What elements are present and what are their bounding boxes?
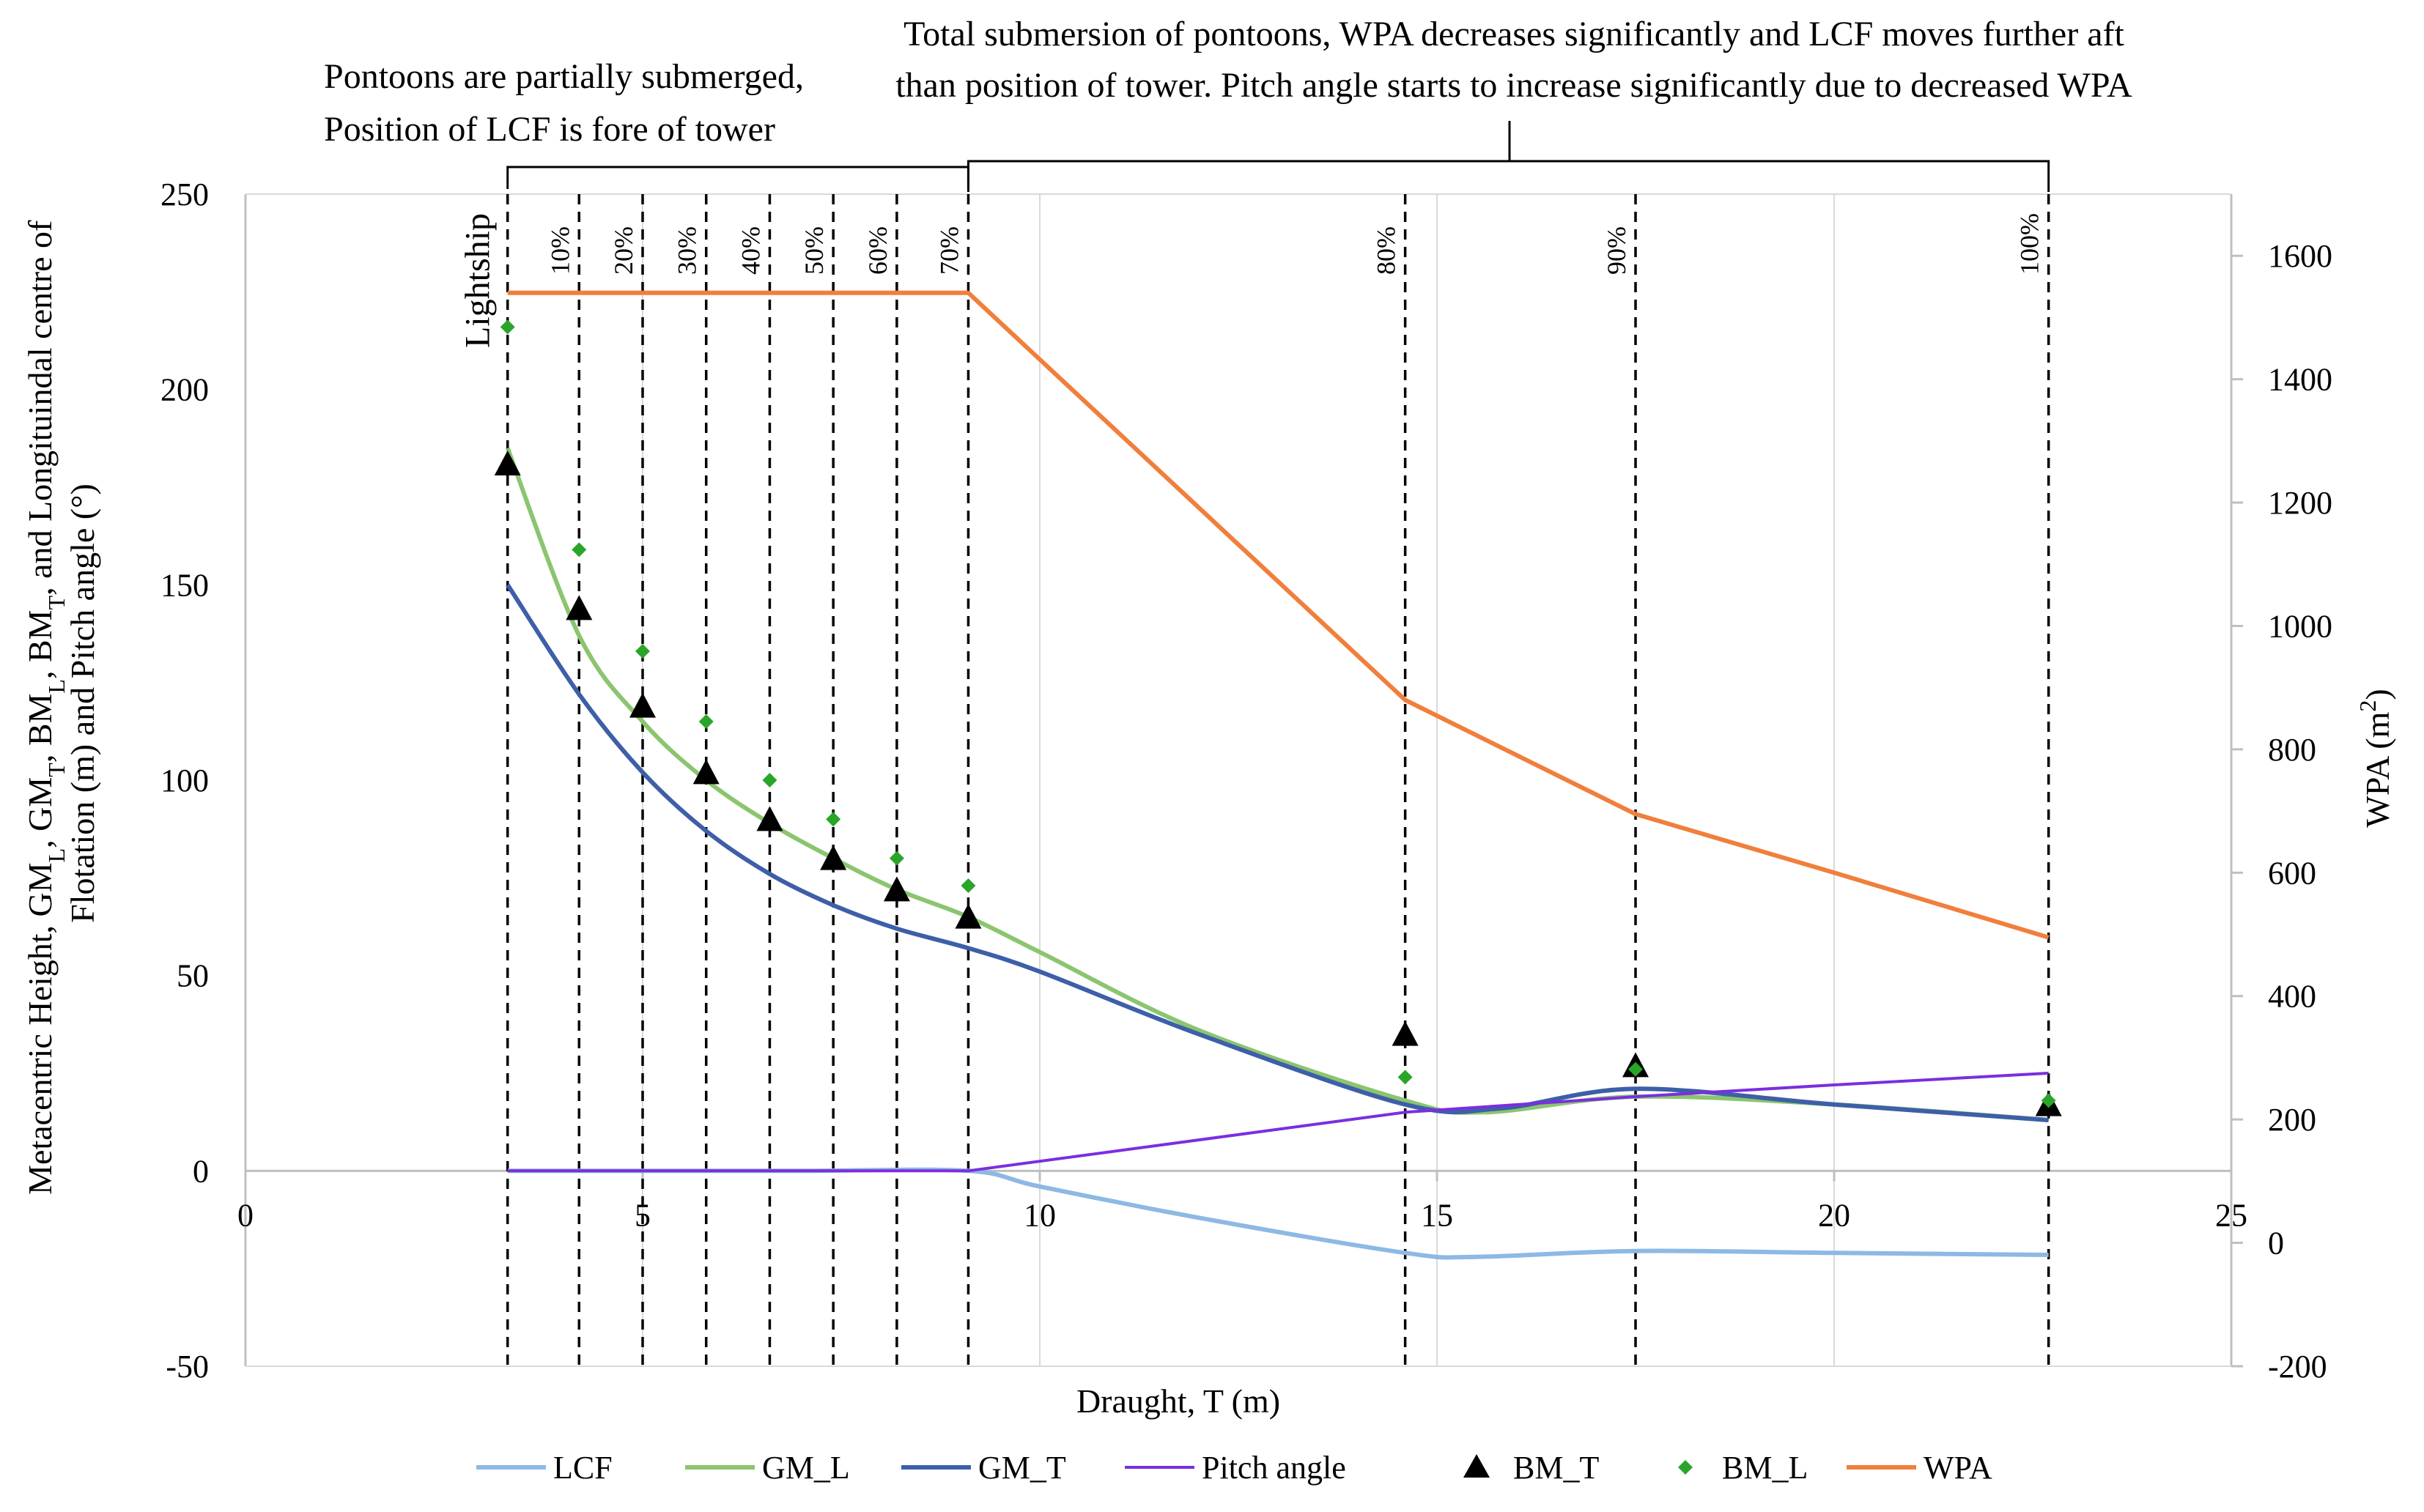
marker-label-90: 90% [1602,226,1631,275]
y-tick-label: -50 [166,1349,209,1385]
point-bm-l-7 [961,878,976,893]
series-gm-l [505,447,2049,1122]
legend-label-bm-l: BM_L [1722,1450,1808,1486]
y-title-line1: Metacentric Height, GML, GMT, BML, BMT, … [21,220,70,1195]
point-bm-t-3 [692,759,720,785]
annotation-partial-line1: Pontoons are partially submerged, [324,57,804,96]
point-bm-l-3 [698,714,714,729]
legend-label-pitch-angle: Pitch angle [1202,1450,1346,1486]
point-bm-l-6 [889,850,904,866]
y-tick-label: 150 [160,567,209,603]
y2-tick-label: 600 [2268,855,2316,891]
marker-label-10: 10% [545,226,574,275]
point-bm-t-2 [629,692,656,718]
series-gm-t [506,583,2049,1122]
point-bm-l-2 [635,644,650,659]
marker-label-50: 50% [799,226,829,275]
marker-label-60: 60% [863,226,893,275]
y-tick-label: 0 [193,1153,209,1189]
y2-tick-label: 400 [2268,979,2316,1015]
series-wpa [507,290,2050,940]
point-bm-t-1 [566,595,593,620]
y2-tick-label: 1000 [2268,608,2332,644]
legend-swatch-bm-l [1678,1460,1693,1475]
legend-item-gm-l: GM_L [685,1450,850,1486]
point-bm-t-8 [1392,1020,1419,1046]
y2-tick-label: 0 [2268,1226,2284,1261]
axes: -50050100150200250-200020040060080010001… [160,177,2332,1385]
point-bm-t-7 [955,903,982,929]
bracket-partial [506,166,969,189]
y2-tick-label: 200 [2268,1102,2316,1138]
legend-item-bm-t: BM_T [1463,1450,1599,1486]
legend-label-lcf: LCF [553,1450,613,1486]
draught-markers: Lightship 10% 20% 30% 40% 50% 60% 70% 80% 90% 100% [459,194,2050,1366]
annotation-partial-line2: Position of LCF is fore of tower [324,110,775,149]
legend-label-bm-t: BM_T [1513,1450,1599,1486]
marker-label-70: 70% [934,226,964,275]
point-bm-l-1 [572,542,587,557]
y2-tick-label: 800 [2268,732,2316,768]
legend-item-bm-l: BM_L [1678,1450,1808,1486]
marker-label-30: 30% [673,226,702,275]
point-bm-t-0 [494,451,521,475]
point-bm-l-5 [826,812,841,827]
point-bm-t-4 [756,806,783,831]
annotation-total-line1: Total submersion of pontoons, WPA decrea… [904,15,2124,53]
y-tick-label: 50 [177,958,209,994]
series-pitch-angle [507,1072,2049,1173]
legend: LCF GM_L GM_T Pitch angle BM_T BM_L WPA [476,1450,1992,1486]
y-tick-label: 100 [160,763,209,798]
x-tick-label: 0 [237,1197,254,1233]
y-tick-label: 250 [160,177,209,212]
data-series [494,290,2062,1260]
legend-item-pitch-angle: Pitch angle [1125,1450,1346,1486]
marker-label-lightship: Lightship [459,213,498,348]
point-bm-l-0 [500,319,515,335]
legend-item-gm-t: GM_T [901,1450,1066,1486]
legend-swatch-bm-t [1463,1454,1490,1478]
y2-tick-label: 1600 [2268,238,2332,274]
x-tick-label: 25 [2215,1197,2247,1233]
point-bm-t-5 [820,845,847,870]
marker-label-20: 20% [609,226,638,275]
y2-tick-label: 1400 [2268,362,2332,398]
x-tick-label: 20 [1818,1197,1850,1233]
legend-item-lcf: LCF [476,1450,613,1486]
y2-axis-title: WPA (m2) [2354,689,2396,827]
marker-label-100: 100% [2015,213,2044,275]
point-bm-l-9 [1628,1061,1643,1077]
gridlines [642,194,2232,1366]
point-bm-l-4 [762,773,777,788]
annotations: Pontoons are partially submerged, Positio… [324,15,2132,192]
annotation-total-line2: than position of tower. Pitch angle star… [895,66,2132,105]
legend-label-gm-l: GM_L [762,1450,850,1486]
x-tick-label: 15 [1421,1197,1453,1233]
point-bm-l-10 [2041,1093,2056,1108]
y-tick-label: 200 [160,372,209,408]
y2-tick-label: 1200 [2268,485,2332,521]
legend-label-gm-t: GM_T [978,1450,1066,1486]
x-tick-label: 10 [1024,1197,1056,1233]
marker-label-80: 80% [1372,226,1401,275]
marker-label-40: 40% [736,226,765,275]
y2-tick-label: -200 [2268,1349,2327,1385]
legend-label-wpa: WPA [1924,1450,1992,1486]
point-bm-l-8 [1397,1070,1413,1085]
y-title-line2: Flotation (m) and Pitch angle (°) [64,483,101,923]
legend-item-wpa: WPA [1847,1450,1992,1486]
y-axis-title: Metacentric Height, GML, GMT, BML, BMT, … [21,212,101,1195]
bracket-total [967,160,2050,192]
x-axis-title: Draught, T (m) [1076,1382,1280,1420]
point-bm-t-6 [883,876,910,902]
